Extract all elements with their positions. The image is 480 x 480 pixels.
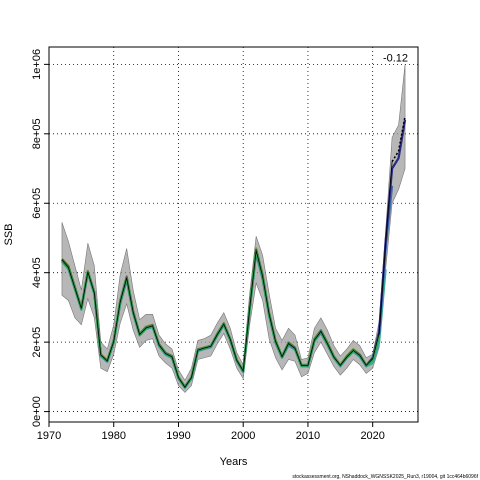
y-tick-label: 1e+06 (31, 49, 43, 80)
y-tick-label: 8e+05 (31, 118, 43, 149)
footnote: stockassessment.org, NShaddock_WGNSSK202… (292, 474, 478, 480)
y-axis: 0e+00 2e+05 4e+05 6e+05 8e+05 1e+06 (31, 49, 49, 427)
y-tick-label: 2e+05 (31, 327, 43, 358)
x-tick-label: 2000 (231, 430, 255, 442)
annotation-label: -0.12 (383, 52, 408, 64)
x-tick-label: 2020 (360, 430, 384, 442)
y-tick-label: 6e+05 (31, 188, 43, 219)
x-axis-label: Years (220, 456, 248, 468)
series-layer (61, 116, 407, 390)
x-tick-label: 1970 (37, 430, 61, 442)
y-tick-label: 4e+05 (31, 257, 43, 288)
plot-frame (48, 46, 419, 423)
y-tick-label: 0e+00 (31, 396, 43, 427)
x-tick-label: 1990 (166, 430, 190, 442)
reference-line-dotted (391, 116, 406, 163)
y-axis-label: SSB (3, 223, 15, 245)
x-tick-label: 2010 (296, 430, 320, 442)
x-tick-label: 1980 (101, 430, 125, 442)
x-axis: 1970 1980 1990 2000 2010 2020 (37, 422, 385, 442)
reference-line-solid (61, 161, 393, 388)
